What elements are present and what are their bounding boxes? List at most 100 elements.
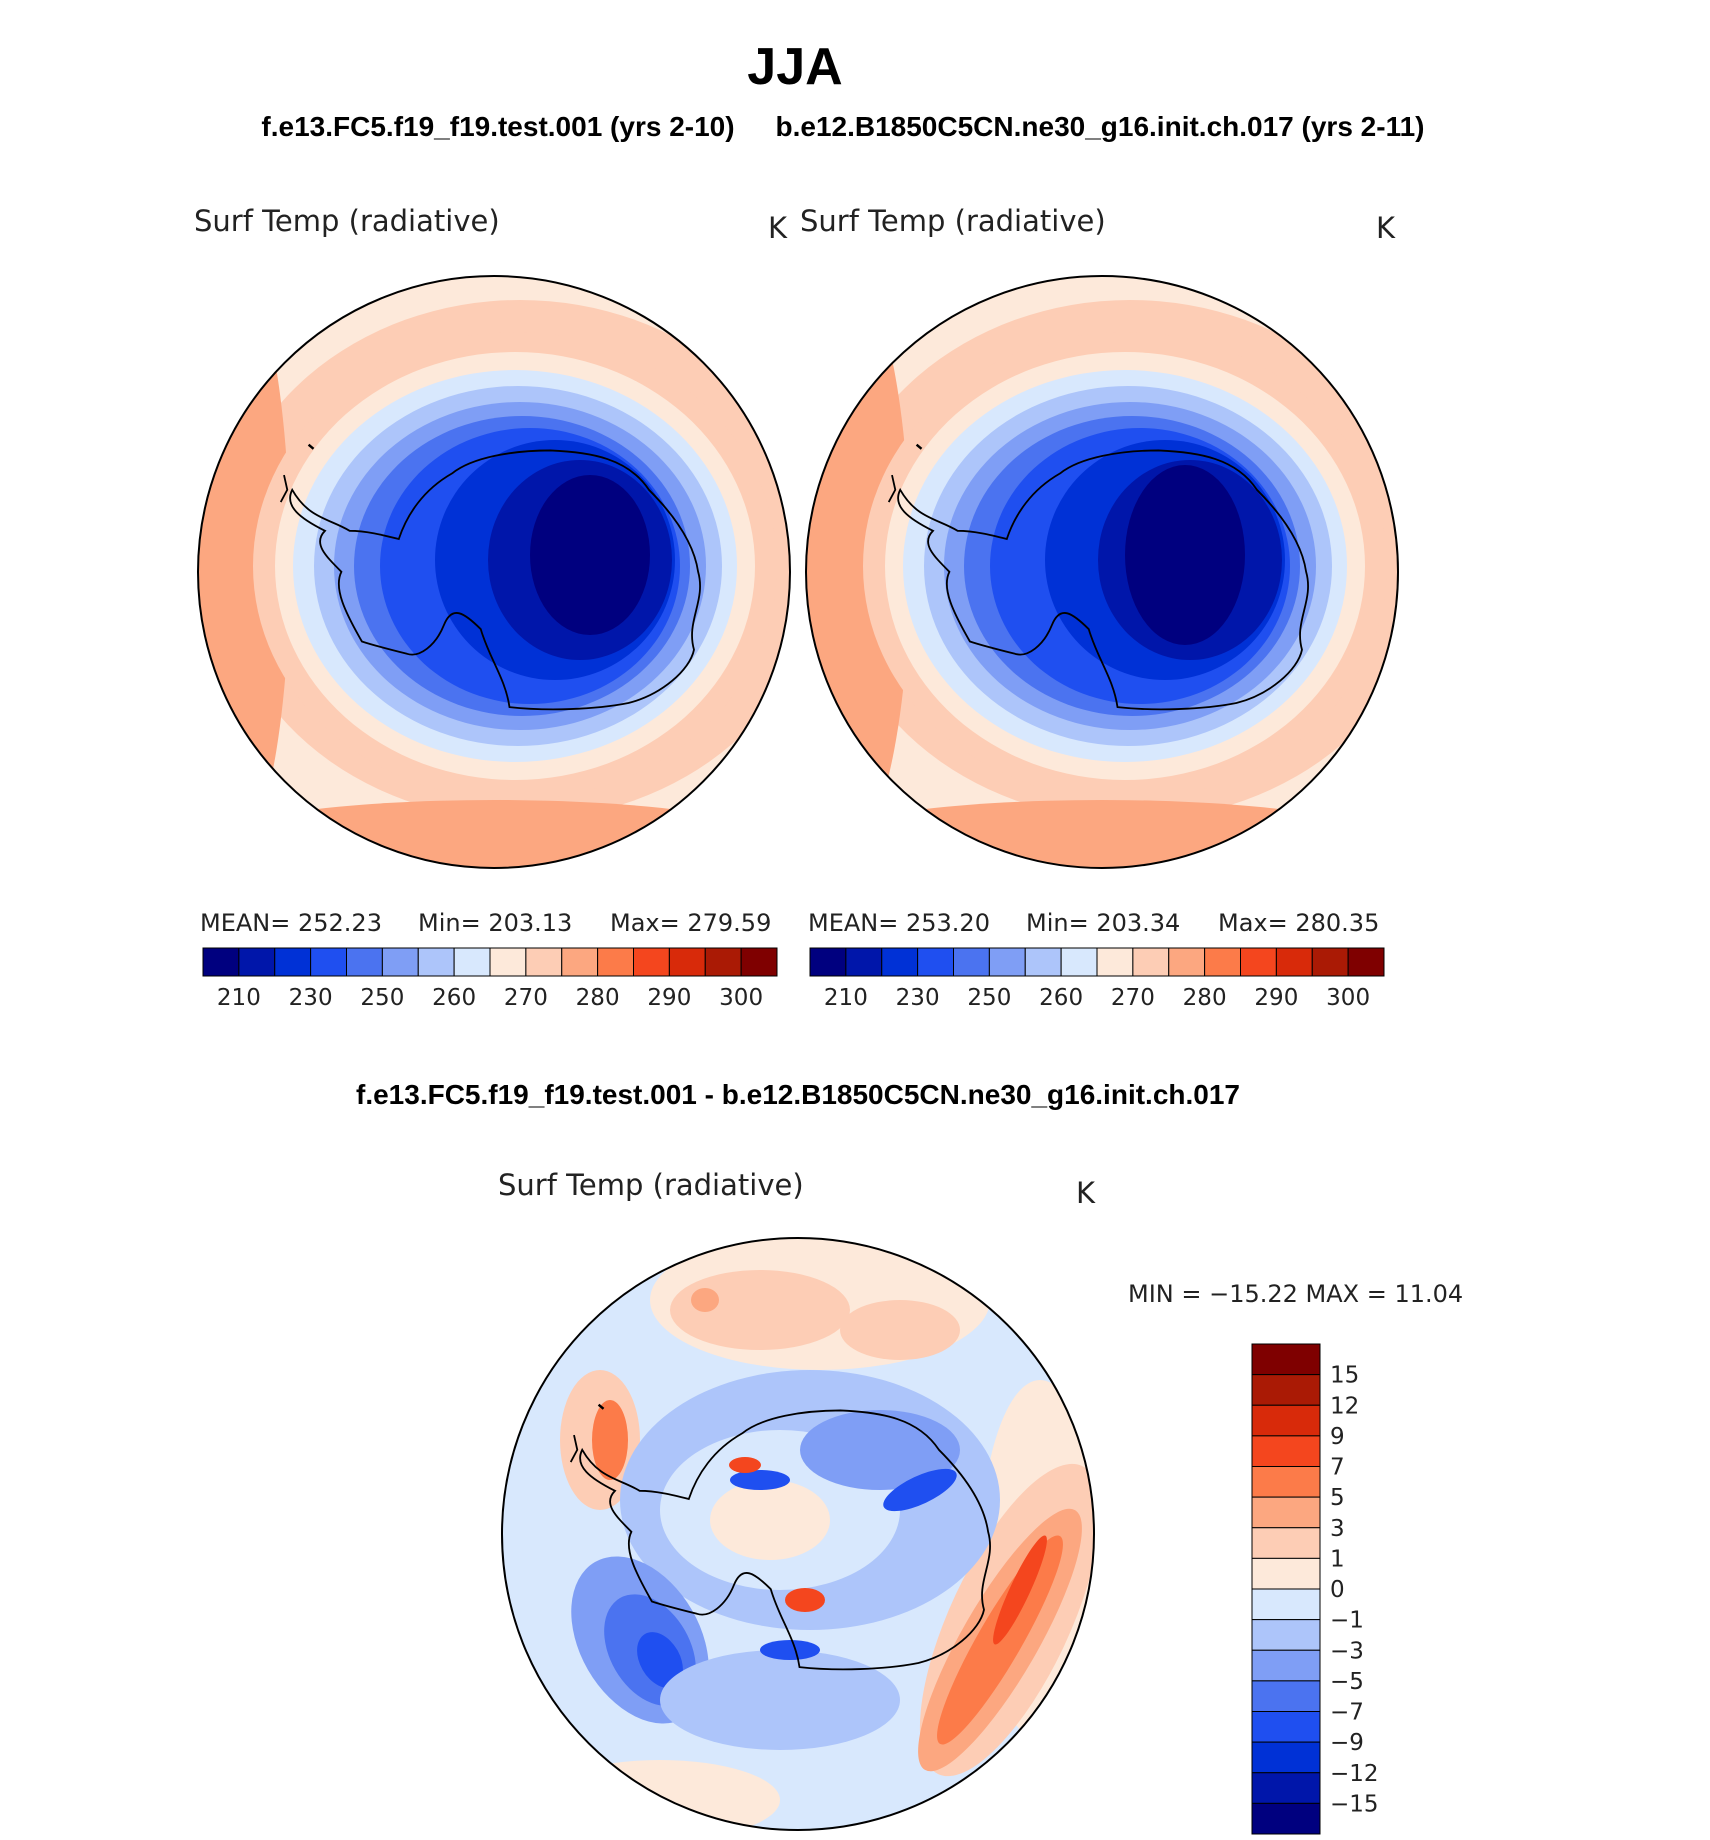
- diff-minmax-label: MIN = −15.22 MAX = 11.04: [1128, 1280, 1463, 1308]
- colorbar-swatch: [953, 947, 990, 977]
- colorbar-swatch: [1168, 947, 1206, 977]
- right-colorbar: 210 230 250 260 270 280 290 300: [809, 947, 1385, 1011]
- colorbar-swatch: [1251, 1557, 1321, 1590]
- colorbar-tick-label: 210: [824, 985, 868, 1011]
- colorbar-tick-label: 9: [1330, 1424, 1345, 1450]
- colorbar-tick-label: −12: [1330, 1761, 1379, 1787]
- colorbar-swatch: [988, 947, 1026, 977]
- colorbar-tick-label: 230: [896, 985, 940, 1011]
- colorbar-swatch: [1251, 1466, 1321, 1498]
- colorbar-swatch: [238, 947, 276, 977]
- colorbar-swatch: [740, 947, 778, 977]
- right-map-border: [805, 275, 1399, 869]
- colorbar-swatch: [1204, 947, 1241, 977]
- colorbar-swatch: [1096, 947, 1134, 977]
- diff-map-border: [501, 1237, 1095, 1831]
- colorbar-swatch: [346, 947, 383, 977]
- colorbar-tick-label: 270: [1111, 985, 1155, 1011]
- colorbar-tick-label: 250: [967, 985, 1011, 1011]
- left-map: [198, 276, 790, 868]
- colorbar-swatch: [489, 947, 527, 977]
- difference-title: f.e13.FC5.f19_f19.test.001 - b.e12.B1850…: [356, 1079, 1240, 1110]
- colorbar-tick-label: 3: [1330, 1516, 1345, 1542]
- left-map-border: [197, 275, 791, 869]
- colorbar-swatch: [1240, 947, 1277, 977]
- colorbar-swatch: [1275, 947, 1313, 977]
- colorbar-tick-label: 290: [647, 985, 691, 1011]
- colorbar-tick-label: −5: [1330, 1669, 1364, 1695]
- colorbar-tick-label: 300: [1326, 985, 1370, 1011]
- colorbar-tick-label: 210: [217, 985, 261, 1011]
- colorbar-tick-label: 5: [1330, 1485, 1345, 1511]
- left-max-stat: Max= 279.59: [610, 909, 771, 937]
- left-panel: Surf Temp (radiative) K MEAN= 252.23 Min…: [194, 204, 791, 1011]
- colorbar-swatch: [1251, 1435, 1321, 1467]
- colorbar-swatch: [1251, 1588, 1321, 1621]
- left-case-title: f.e13.FC5.f19_f19.test.001 (yrs 2-10): [261, 111, 734, 142]
- colorbar-swatch: [809, 947, 847, 977]
- colorbar-tick-label: −15: [1330, 1791, 1379, 1817]
- colorbar-tick-label: 12: [1330, 1393, 1359, 1419]
- colorbar-swatch: [668, 947, 706, 977]
- colorbar-swatch: [1251, 1741, 1321, 1774]
- colorbar-swatch: [633, 947, 670, 977]
- colorbar-swatch: [1251, 1649, 1321, 1682]
- figure-title: JJA: [747, 38, 842, 96]
- diff-map: [502, 1238, 1094, 1830]
- right-mean-stat: MEAN= 253.20: [808, 909, 990, 937]
- right-units-label: K: [1376, 211, 1396, 245]
- colorbar-tick-label: 300: [719, 985, 763, 1011]
- colorbar-swatch: [1251, 1404, 1321, 1437]
- colorbar-swatch: [917, 947, 954, 977]
- colorbar-swatch: [1311, 947, 1349, 977]
- colorbar-tick-label: −9: [1330, 1730, 1364, 1756]
- diff-units-label: K: [1076, 1176, 1096, 1210]
- colorbar-swatch: [1132, 947, 1170, 977]
- colorbar-tick-label: −1: [1330, 1608, 1364, 1634]
- right-panel: Surf Temp (radiative) K MEAN= 253.20 Min…: [800, 204, 1399, 1011]
- colorbar-swatch: [1251, 1527, 1321, 1559]
- colorbar-swatch: [1251, 1680, 1321, 1712]
- colorbar-tick-label: 15: [1330, 1363, 1359, 1389]
- colorbar-tick-label: 260: [432, 985, 476, 1011]
- colorbar-swatch: [704, 947, 742, 977]
- colorbar-tick-label: 1: [1330, 1546, 1345, 1572]
- left-min-stat: Min= 203.13: [418, 909, 572, 937]
- diff-colorbar: 15 12 9 7 5 3 1 0 −1 −3 −5 −7 −9 −12 −15: [1251, 1343, 1379, 1835]
- colorbar-swatch: [417, 947, 455, 977]
- right-case-title: b.e12.B1850C5CN.ne30_g16.init.ch.017 (yr…: [775, 111, 1424, 142]
- colorbar-tick-label: 280: [1183, 985, 1227, 1011]
- colorbar-swatch: [202, 947, 240, 977]
- colorbar-tick-label: −7: [1330, 1700, 1364, 1726]
- colorbar-swatch: [1251, 1772, 1321, 1804]
- colorbar-tick-label: 250: [360, 985, 404, 1011]
- right-map: [806, 276, 1398, 868]
- left-mean-stat: MEAN= 252.23: [200, 909, 382, 937]
- colorbar-swatch: [453, 947, 491, 977]
- colorbar-swatch: [381, 947, 419, 977]
- colorbar-swatch: [881, 947, 919, 977]
- right-min-stat: Min= 203.34: [1026, 909, 1180, 937]
- colorbar-swatch: [1024, 947, 1062, 977]
- colorbar-swatch: [1251, 1374, 1321, 1406]
- colorbar-swatch: [1060, 947, 1098, 977]
- colorbar-tick-label: 7: [1330, 1455, 1345, 1481]
- colorbar-swatch: [1251, 1802, 1321, 1835]
- diff-variable-label: Surf Temp (radiative): [498, 1168, 804, 1202]
- left-colorbar: 210 230 250 260 270 280 290 300: [202, 947, 778, 1011]
- colorbar-swatch: [310, 947, 347, 977]
- colorbar-swatch: [1251, 1619, 1321, 1651]
- right-variable-label: Surf Temp (radiative): [800, 204, 1106, 238]
- left-units-label: K: [768, 211, 788, 245]
- colorbar-swatch: [1251, 1343, 1321, 1376]
- colorbar-tick-label: 290: [1254, 985, 1298, 1011]
- colorbar-swatch: [1347, 947, 1385, 977]
- right-max-stat: Max= 280.35: [1218, 909, 1379, 937]
- colorbar-swatch: [1251, 1496, 1321, 1529]
- colorbar-swatch: [561, 947, 599, 977]
- left-variable-label: Surf Temp (radiative): [194, 204, 500, 238]
- colorbar-tick-label: 270: [504, 985, 548, 1011]
- colorbar-tick-label: 280: [576, 985, 620, 1011]
- colorbar-swatch: [525, 947, 563, 977]
